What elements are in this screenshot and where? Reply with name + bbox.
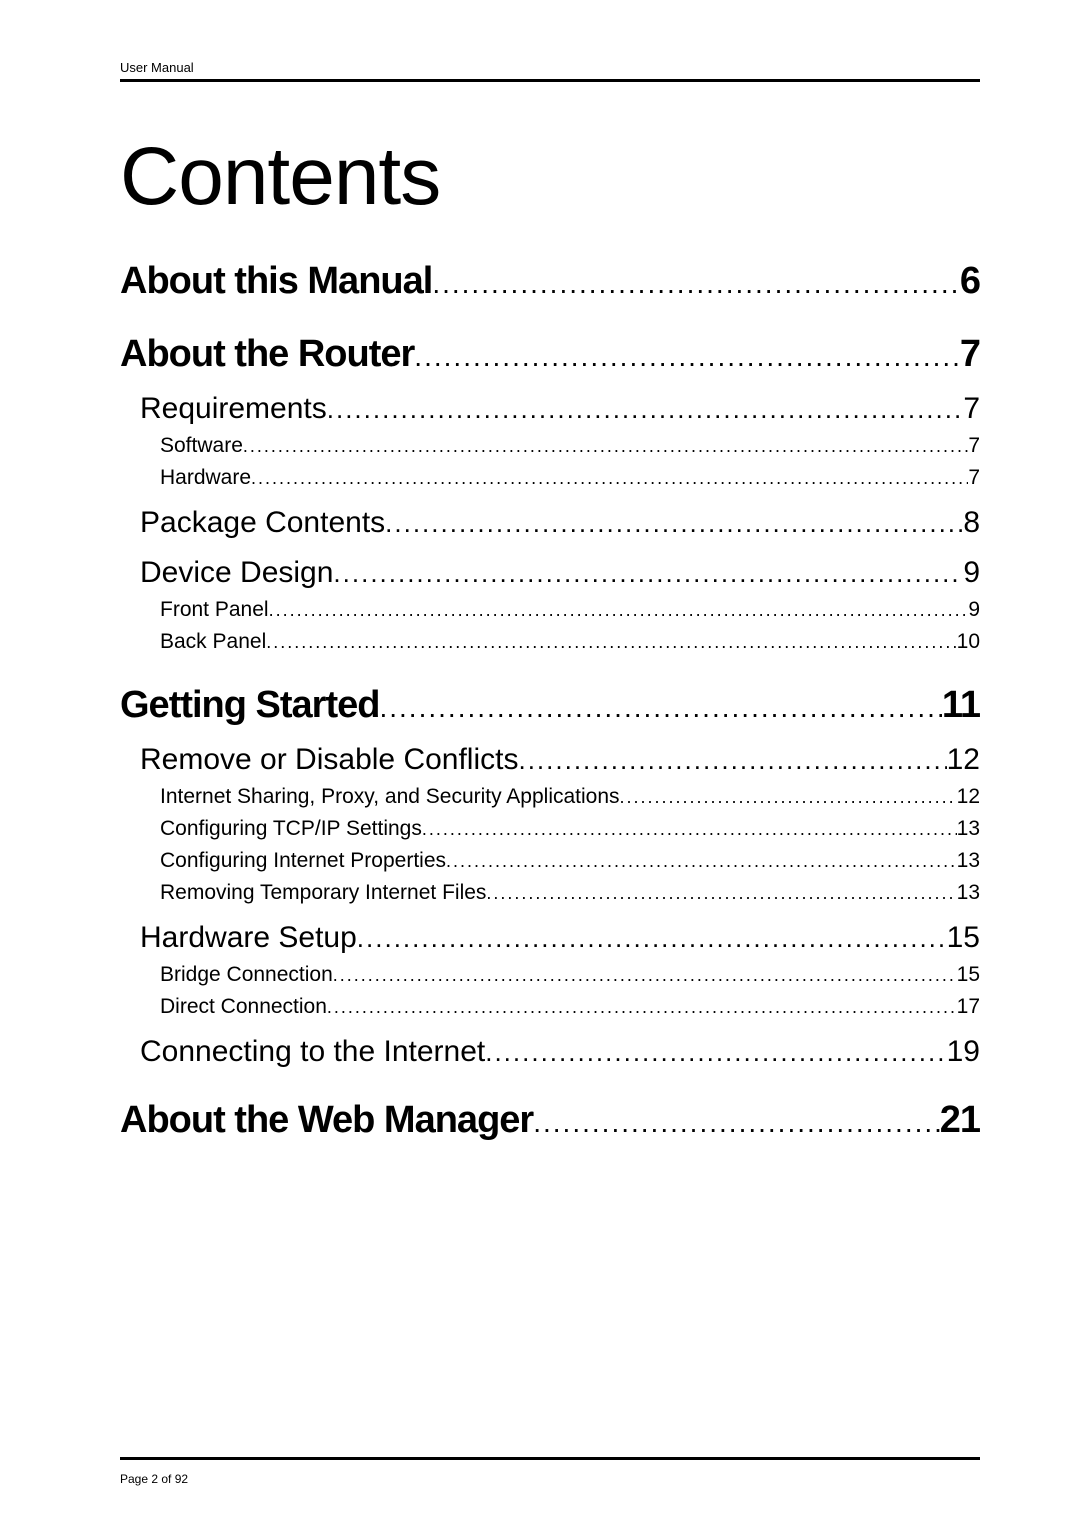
toc-page-number: 6 — [960, 260, 980, 303]
toc-entry[interactable]: Back Panel 10 — [160, 630, 980, 654]
toc-page-number: 17 — [957, 995, 980, 1019]
toc-entry[interactable]: Connecting to the Internet 19 — [140, 1035, 980, 1069]
toc-entry[interactable]: Internet Sharing, Proxy, and Security Ap… — [160, 785, 980, 809]
toc-entry[interactable]: Software 7 — [160, 434, 980, 458]
toc-page-number: 7 — [963, 392, 980, 426]
toc-label: Device Design — [140, 556, 333, 590]
toc-label: Removing Temporary Internet Files — [160, 881, 486, 905]
toc-leader-dots — [251, 466, 968, 490]
toc-label: Software — [160, 434, 243, 458]
toc-page-number: 13 — [957, 849, 980, 873]
toc-leader-dots — [485, 1035, 946, 1069]
toc-page-number: 12 — [947, 743, 980, 777]
toc-label: Front Panel — [160, 598, 269, 622]
toc-leader-dots — [486, 881, 956, 905]
table-of-contents: About this Manual6About the Router7Requi… — [120, 260, 980, 1142]
toc-leader-dots — [357, 921, 947, 955]
toc-entry[interactable]: Package Contents 8 — [140, 506, 980, 540]
toc-entry[interactable]: Configuring Internet Properties 13 — [160, 849, 980, 873]
toc-entry[interactable]: Requirements 7 — [140, 392, 980, 426]
toc-leader-dots — [327, 392, 964, 426]
toc-label: Direct Connection — [160, 995, 327, 1019]
toc-leader-dots — [446, 849, 957, 873]
toc-page-number: 13 — [957, 881, 980, 905]
toc-entry[interactable]: About this Manual 6 — [120, 260, 980, 303]
toc-leader-dots — [333, 556, 963, 590]
toc-page-number: 12 — [957, 785, 980, 809]
toc-label: About the Router — [120, 333, 414, 376]
toc-page-number: 11 — [942, 684, 980, 727]
toc-page-number: 15 — [947, 921, 980, 955]
toc-page-number: 10 — [957, 630, 980, 654]
toc-label: Getting Started — [120, 684, 379, 727]
toc-label: Hardware Setup — [140, 921, 357, 955]
toc-leader-dots — [414, 333, 960, 376]
toc-label: About the Web Manager — [120, 1099, 533, 1142]
toc-label: Hardware — [160, 466, 251, 490]
toc-leader-dots — [333, 963, 957, 987]
toc-page-number: 7 — [968, 434, 980, 458]
toc-entry[interactable]: Device Design 9 — [140, 556, 980, 590]
toc-page-number: 21 — [940, 1099, 980, 1142]
toc-label: Configuring Internet Properties — [160, 849, 446, 873]
toc-leader-dots — [432, 260, 960, 303]
toc-page-number: 19 — [947, 1035, 980, 1069]
toc-label: Connecting to the Internet — [140, 1035, 485, 1069]
toc-leader-dots — [620, 785, 957, 809]
toc-page-number: 15 — [957, 963, 980, 987]
toc-label: Requirements — [140, 392, 327, 426]
toc-entry[interactable]: Hardware Setup 15 — [140, 921, 980, 955]
toc-entry[interactable]: Bridge Connection 15 — [160, 963, 980, 987]
toc-entry[interactable]: Removing Temporary Internet Files 13 — [160, 881, 980, 905]
toc-label: Remove or Disable Conflicts — [140, 743, 518, 777]
toc-page-number: 7 — [960, 333, 980, 376]
toc-label: About this Manual — [120, 260, 432, 303]
toc-entry[interactable]: Front Panel 9 — [160, 598, 980, 622]
toc-label: Internet Sharing, Proxy, and Security Ap… — [160, 785, 620, 809]
toc-entry[interactable]: Remove or Disable Conflicts 12 — [140, 743, 980, 777]
toc-page-number: 9 — [963, 556, 980, 590]
header-label: User Manual — [120, 60, 980, 82]
toc-leader-dots — [243, 434, 968, 458]
toc-page-number: 9 — [968, 598, 980, 622]
toc-entry[interactable]: Getting Started 11 — [120, 684, 980, 727]
toc-label: Back Panel — [160, 630, 266, 654]
toc-label: Bridge Connection — [160, 963, 333, 987]
toc-leader-dots — [266, 630, 956, 654]
toc-leader-dots — [379, 684, 941, 727]
toc-page-number: 8 — [963, 506, 980, 540]
toc-entry[interactable]: Configuring TCP/IP Settings 13 — [160, 817, 980, 841]
toc-entry[interactable]: Hardware 7 — [160, 466, 980, 490]
page-title: Contents — [120, 130, 980, 224]
toc-page-number: 13 — [957, 817, 980, 841]
toc-leader-dots — [422, 817, 957, 841]
footer-page-number: Page 2 of 92 — [120, 1457, 980, 1486]
toc-entry[interactable]: About the Router 7 — [120, 333, 980, 376]
toc-page-number: 7 — [968, 466, 980, 490]
toc-leader-dots — [269, 598, 969, 622]
toc-leader-dots — [518, 743, 946, 777]
toc-label: Configuring TCP/IP Settings — [160, 817, 422, 841]
toc-leader-dots — [385, 506, 963, 540]
toc-leader-dots — [327, 995, 957, 1019]
toc-entry[interactable]: About the Web Manager 21 — [120, 1099, 980, 1142]
toc-entry[interactable]: Direct Connection 17 — [160, 995, 980, 1019]
toc-leader-dots — [533, 1099, 940, 1142]
toc-label: Package Contents — [140, 506, 385, 540]
